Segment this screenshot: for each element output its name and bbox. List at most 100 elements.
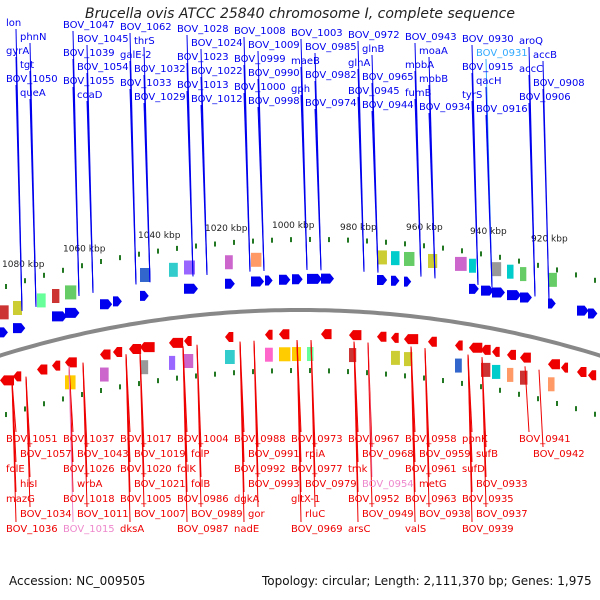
gene-label-bov-0939[interactable]: BOV_0939 [462,524,514,535]
gene-label-bov-1047[interactable]: BOV_1047 [63,20,115,31]
gene-label-tgt[interactable]: tgt [20,60,34,71]
gene-label-bov-1024[interactable]: BOV_1024 [191,38,243,49]
gene-label-bov-0990[interactable]: BOV_0990 [248,68,300,79]
gene-label-bov-0999[interactable]: BOV_0999 [234,54,286,65]
gene-label-bov-1028[interactable]: BOV_1028 [177,24,229,35]
gene-label-bov-0935[interactable]: BOV_0935 [462,494,514,505]
gene-label-bov-1018[interactable]: BOV_1018 [63,494,115,505]
gene-label-bov-1036[interactable]: BOV_1036 [6,524,58,535]
gene-label-bov-0952[interactable]: BOV_0952 [348,494,400,505]
gene-label-bov-1020[interactable]: BOV_1020 [120,464,172,475]
gene-label-bov-1034[interactable]: BOV_1034 [20,509,72,520]
gene-label-bov-0906[interactable]: BOV_0906 [519,92,571,103]
gene-label-bov-0986[interactable]: BOV_0986 [177,494,229,505]
gene-label-moaa[interactable]: moaA [419,46,448,57]
gene-label-ppnk[interactable]: ppnK [462,434,488,445]
gene-label-bov-0993[interactable]: BOV_0993 [248,479,300,490]
gene-label-bov-0977[interactable]: BOV_0977 [291,464,343,475]
gene-label-sufb[interactable]: sufB [476,449,498,460]
gene-label-bov-1005[interactable]: BOV_1005 [120,494,172,505]
gene-label-bov-1026[interactable]: BOV_1026 [63,464,115,475]
gene-label-bov-0959[interactable]: BOV_0959 [419,449,471,460]
gene-label-bov-0930[interactable]: BOV_0930 [462,34,514,45]
gene-label-bov-1008[interactable]: BOV_1008 [234,26,286,37]
gene-label-bov-0965[interactable]: BOV_0965 [362,72,414,83]
gene-label-bov-1037[interactable]: BOV_1037 [63,434,115,445]
gene-label-bov-0954[interactable]: BOV_0954 [362,479,414,490]
gene-label-folk[interactable]: folK [177,464,196,475]
gene-label-glna[interactable]: glnA [348,58,370,69]
gene-label-bov-1022[interactable]: BOV_1022 [191,66,243,77]
gene-label-bov-1032[interactable]: BOV_1032 [134,64,186,75]
gene-label-arsc[interactable]: arsC [348,524,370,535]
gene-label-bov-1039[interactable]: BOV_1039 [63,48,115,59]
gene-label-bov-1062[interactable]: BOV_1062 [120,22,172,33]
gene-label-bov-1045[interactable]: BOV_1045 [77,34,129,45]
gene-label-bov-1017[interactable]: BOV_1017 [120,434,172,445]
gene-label-bov-1019[interactable]: BOV_1019 [134,449,186,460]
gene-label-bov-1007[interactable]: BOV_1007 [134,509,186,520]
gene-label-bov-0972[interactable]: BOV_0972 [348,30,400,41]
gene-label-bov-1033[interactable]: BOV_1033 [120,78,172,89]
gene-label-coad[interactable]: coaD [77,90,103,101]
gene-label-bov-0979[interactable]: BOV_0979 [305,479,357,490]
gene-label-metg[interactable]: metG [419,479,447,490]
gene-label-glnb[interactable]: glnB [362,44,384,55]
gene-label-bov-1011[interactable]: BOV_1011 [77,509,129,520]
gene-label-bov-1015[interactable]: BOV_1015 [63,524,115,535]
gene-label-bov-0969[interactable]: BOV_0969 [291,524,343,535]
gene-label-lon[interactable]: lon [6,18,21,29]
gene-label-phnn[interactable]: phnN [20,32,47,43]
gene-label-sufd[interactable]: sufD [462,464,485,475]
gene-label-bov-0958[interactable]: BOV_0958 [405,434,457,445]
gene-label-bov-1021[interactable]: BOV_1021 [134,479,186,490]
gene-label-bov-0974[interactable]: BOV_0974 [305,98,357,109]
gene-label-dgka[interactable]: dgkA [234,494,259,505]
gene-label-bov-0931[interactable]: BOV_0931 [476,48,528,59]
gene-label-bov-0967[interactable]: BOV_0967 [348,434,400,445]
gene-label-bov-0943[interactable]: BOV_0943 [405,32,457,43]
gene-label-folb[interactable]: folB [191,479,210,490]
gene-label-bov-0968[interactable]: BOV_0968 [362,449,414,460]
gene-label-gph[interactable]: gph [291,84,310,95]
gene-label-bov-0988[interactable]: BOV_0988 [234,434,286,445]
gene-label-vals[interactable]: valS [405,524,426,535]
gene-label-moba[interactable]: mobA [405,60,434,71]
gene-label-wrba[interactable]: wrbA [77,479,103,490]
gene-label-gor[interactable]: gor [248,509,265,520]
gene-label-maeb[interactable]: maeB [291,56,320,67]
gene-label-bov-0934[interactable]: BOV_0934 [419,102,471,113]
gene-label-bov-1012[interactable]: BOV_1012 [191,94,243,105]
gene-label-bov-1054[interactable]: BOV_1054 [77,62,129,73]
gene-label-aroq[interactable]: aroQ [519,36,543,47]
gene-label-accb[interactable]: accB [533,50,557,61]
gene-label-bov-1003[interactable]: BOV_1003 [291,28,343,39]
gene-label-bov-1023[interactable]: BOV_1023 [177,52,229,63]
gene-label-tyrs[interactable]: tyrS [462,90,482,101]
gene-label-gltx-1[interactable]: gltX-1 [291,494,320,505]
gene-label-mobb[interactable]: mobB [419,74,448,85]
gene-label-bov-1009[interactable]: BOV_1009 [248,40,300,51]
gene-label-bov-1029[interactable]: BOV_1029 [134,92,186,103]
gene-label-bov-0989[interactable]: BOV_0989 [191,509,243,520]
gene-label-bov-0982[interactable]: BOV_0982 [305,70,357,81]
gene-label-bov-0991[interactable]: BOV_0991 [248,449,300,460]
gene-label-bov-0944[interactable]: BOV_0944 [362,100,414,111]
gene-label-bov-1050[interactable]: BOV_1050 [6,74,58,85]
gene-label-bov-0985[interactable]: BOV_0985 [305,42,357,53]
gene-label-mazg[interactable]: mazG [6,494,35,505]
gene-label-bov-0908[interactable]: BOV_0908 [533,78,585,89]
gene-label-bov-0949[interactable]: BOV_0949 [362,509,414,520]
gene-label-gyra[interactable]: gyrA [6,46,29,57]
gene-label-bov-1000[interactable]: BOV_1000 [234,82,286,93]
gene-label-rluc[interactable]: rluC [305,509,325,520]
gene-label-bov-0961[interactable]: BOV_0961 [405,464,457,475]
gene-label-bov-1043[interactable]: BOV_1043 [77,449,129,460]
gene-label-bov-0973[interactable]: BOV_0973 [291,434,343,445]
gene-label-bov-1057[interactable]: BOV_1057 [20,449,72,460]
gene-label-bov-0937[interactable]: BOV_0937 [476,509,528,520]
gene-label-fumb[interactable]: fumB [405,88,432,99]
gene-label-tmk[interactable]: tmk [348,464,368,475]
gene-label-bov-0938[interactable]: BOV_0938 [419,509,471,520]
gene-label-bov-0942[interactable]: BOV_0942 [533,449,585,460]
